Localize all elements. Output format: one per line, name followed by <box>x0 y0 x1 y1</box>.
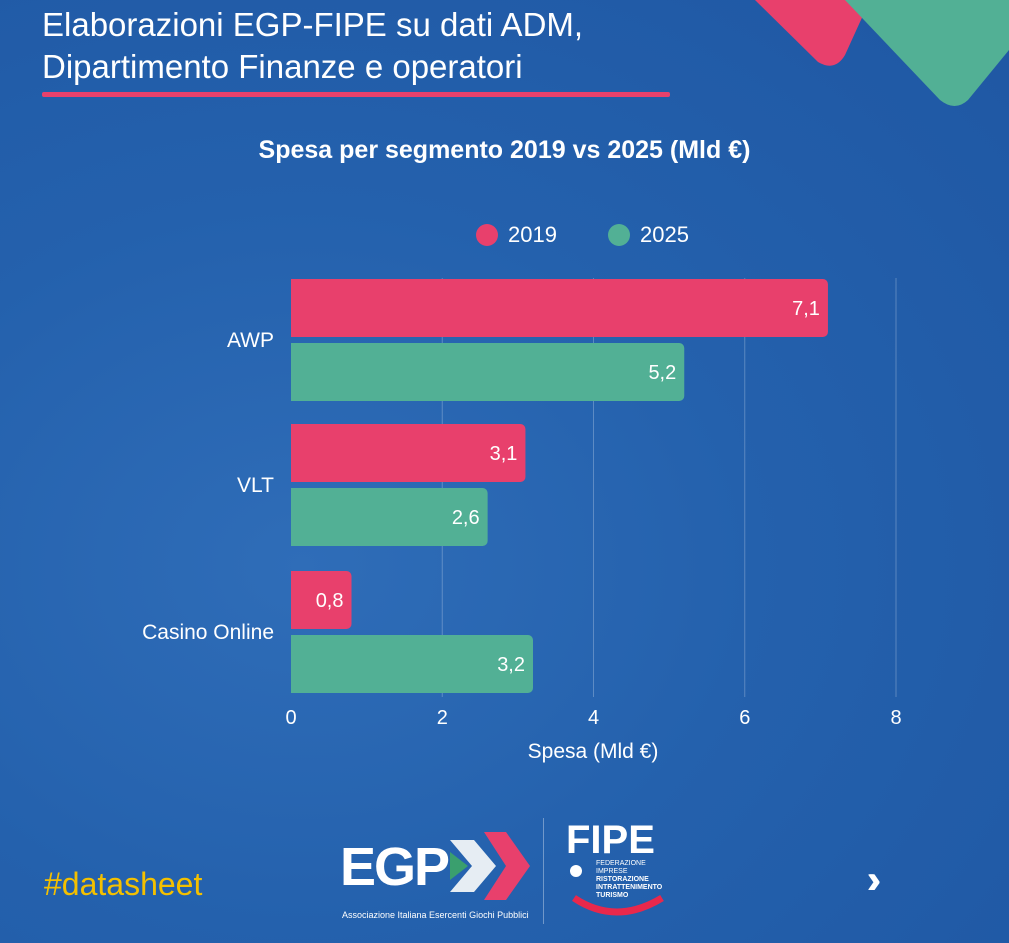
egp-logo: EGP Associazione Italiana Esercenti Gioc… <box>338 828 538 928</box>
title-line-1: Elaborazioni EGP-FIPE su dati ADM, <box>42 6 584 43</box>
category-label: Casino Online <box>142 621 274 644</box>
x-axis-title: Spesa (Mld €) <box>528 740 659 763</box>
bar-left-edge <box>291 571 297 629</box>
bar-2019 <box>291 279 828 337</box>
data-label: 5,2 <box>648 362 676 384</box>
fipe-logo: FIPE FEDERAZIONE IMPRESE RISTORAZIONE IN… <box>566 818 676 928</box>
egp-logo-text: EGP <box>340 837 450 897</box>
category-label: VLT <box>237 474 274 497</box>
bar-2019 <box>291 424 526 482</box>
legend-swatch-2025 <box>608 224 630 246</box>
x-tick-label: 6 <box>739 707 750 729</box>
egp-caption: Associazione Italiana Esercenti Giochi P… <box>342 910 529 920</box>
decor-triangles <box>755 0 1009 106</box>
x-tick-label: 4 <box>588 707 599 729</box>
bar-left-edge <box>291 424 297 482</box>
fipe-caption-2: RISTORAZIONE <box>596 876 649 883</box>
title-underline <box>42 92 670 97</box>
x-tick-label: 0 <box>285 707 296 729</box>
bar-2025 <box>291 635 533 693</box>
data-label: 3,2 <box>497 654 525 676</box>
fipe-caption-4: TURISMO <box>596 892 629 899</box>
legend-swatch-2019 <box>476 224 498 246</box>
egp-chevrons-icon <box>450 832 530 900</box>
bar-2025 <box>291 343 685 401</box>
source-title: Elaborazioni EGP-FIPE su dati ADM, Dipar… <box>42 4 583 88</box>
fipe-caption-1: FEDERAZIONE IMPRESE <box>596 860 646 875</box>
logo-divider <box>543 818 544 924</box>
bar-2025 <box>291 488 488 546</box>
fipe-caption-3: INTRATTENIMENTO <box>596 884 663 891</box>
legend-item-2019: 2019 <box>476 222 557 248</box>
hashtag: #datasheet <box>44 866 203 902</box>
bar-left-edge <box>291 488 297 546</box>
legend-item-2025: 2025 <box>608 222 689 248</box>
chart-title: Spesa per segmento 2019 vs 2025 (Mld €) <box>258 136 751 164</box>
fipe-arc-icon <box>570 865 664 916</box>
data-label: 0,8 <box>316 590 344 612</box>
bar-2019 <box>291 571 352 629</box>
title-line-2: Dipartimento Finanze e operatori <box>42 48 523 85</box>
data-label: 2,6 <box>452 507 480 529</box>
legend-label-2025: 2025 <box>640 222 689 247</box>
bar-left-edge <box>291 635 297 693</box>
category-label: AWP <box>227 329 274 352</box>
bar-left-edge <box>291 279 297 337</box>
x-tick-label: 2 <box>437 707 448 729</box>
bar-left-edge <box>291 343 297 401</box>
fipe-caption: FEDERAZIONE IMPRESE RISTORAZIONE INTRATT… <box>596 860 676 900</box>
fipe-logo-text: FIPE <box>566 818 655 862</box>
bar-chart: 0 2 4 6 8 AWP 7,1 5,2 VLT 3,1 2,6 Casino Online 0,8 3… <box>142 279 901 763</box>
data-label: 7,1 <box>792 298 820 320</box>
data-label: 3,1 <box>490 443 518 465</box>
legend-label-2019: 2019 <box>508 222 557 247</box>
x-tick-label: 8 <box>890 707 901 729</box>
